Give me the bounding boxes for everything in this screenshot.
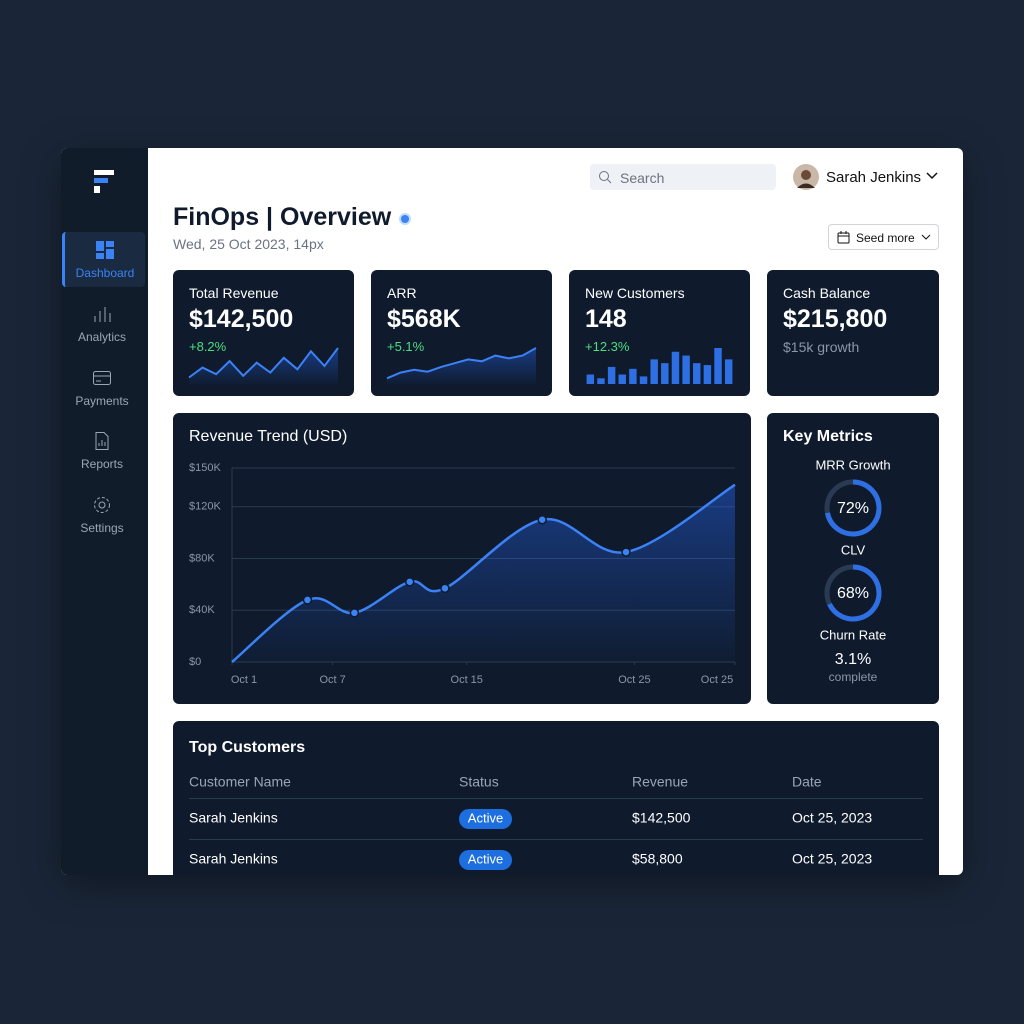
metrics-title: Key Metrics (783, 428, 873, 445)
nav-label: Payments (75, 394, 129, 408)
kpi-label: New Customers (585, 285, 685, 301)
seed-button[interactable]: Seed more (828, 224, 939, 250)
avatar[interactable] (792, 164, 820, 192)
kpi-label: Total Revenue (189, 285, 279, 301)
kpi-label: ARR (387, 285, 417, 301)
page-subtitle: Wed, 25 Oct 2023, 14px (173, 236, 324, 252)
page-title: FinOps | Overview (173, 203, 392, 231)
search-placeholder: Search (620, 170, 665, 186)
kpi-value: $142,500 (189, 305, 294, 333)
user-name[interactable]: Sarah Jenkins (826, 169, 922, 186)
metrics-card: Key Metrics (767, 413, 939, 704)
nav-label: Reports (80, 457, 124, 471)
sidebar: Dashboard Analytics Payments Reports Set… (61, 148, 148, 875)
nav-item[interactable]: Analytics (62, 296, 142, 351)
kpi-change: +12.3% (585, 339, 630, 354)
button-label: Seed more (856, 231, 915, 245)
nav-item[interactable]: Reports (62, 423, 142, 478)
nav-item[interactable]: Settings (62, 487, 142, 542)
nav-label: Analytics (77, 330, 127, 344)
table-card: Top Customers (173, 721, 939, 875)
chevron[interactable] (926, 172, 938, 180)
nav-item[interactable]: Payments (62, 360, 142, 415)
kpi-card: Total Revenue $142,500 +8.2% (173, 270, 354, 396)
kpi-label: Cash Balance (783, 285, 871, 301)
kpi-card: New Customers 148 +12.3% (569, 270, 750, 396)
trend-card: Revenue Trend (USD) (173, 413, 751, 704)
app-window: Dashboard Analytics Payments Reports Set… (61, 148, 963, 875)
kpi-change: +8.2% (189, 339, 227, 354)
kpi-value: $215,800 (783, 305, 888, 333)
kpi-value: $568K (387, 305, 461, 333)
logo (94, 170, 114, 193)
table-title: Top Customers (189, 739, 306, 756)
status-dot (399, 213, 411, 225)
kpi-card: ARR $568K +5.1% (371, 270, 552, 396)
kpi-note: $15k growth (783, 339, 860, 355)
chart-title: Revenue Trend (USD) (189, 428, 348, 445)
nav-label: Dashboard (75, 266, 135, 280)
kpi-card: Cash Balance $215,800 $15k growth (767, 270, 939, 396)
kpi-change: +5.1% (387, 339, 425, 354)
nav-item[interactable]: Dashboard (62, 232, 145, 287)
kpi-value: 148 (585, 305, 627, 333)
nav-label: Settings (80, 521, 124, 535)
search-box[interactable]: Search (590, 164, 776, 190)
